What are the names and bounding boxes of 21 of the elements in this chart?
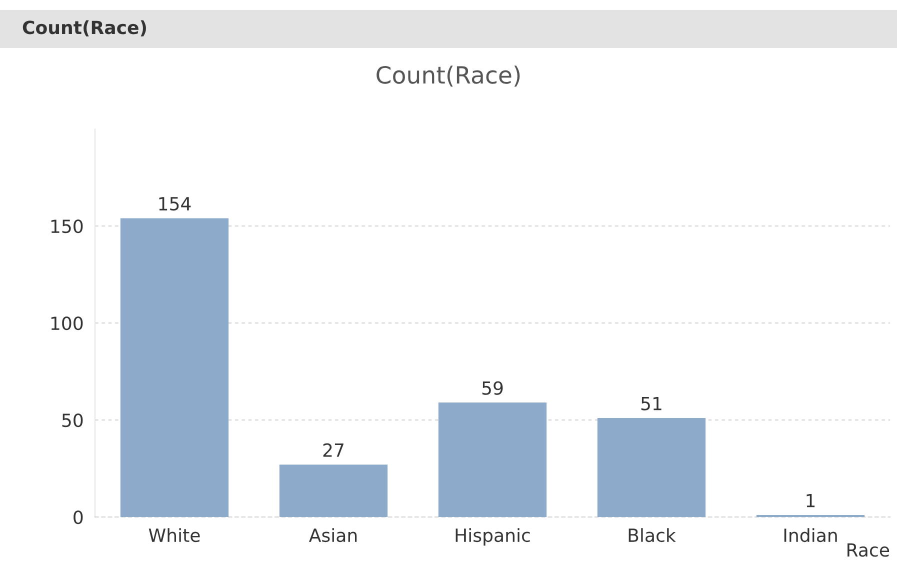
bar	[279, 464, 388, 517]
x-tick-label: Asian	[309, 528, 357, 542]
x-tick-label: Hispanic	[456, 528, 530, 546]
data-label: 1	[806, 494, 815, 508]
data-label: 27	[323, 443, 344, 457]
x-axis-title: Race	[848, 543, 890, 557]
y-tick-label: 50	[62, 413, 83, 428]
x-tick-label: Indian	[784, 528, 837, 542]
y-tick-label: 100	[51, 316, 83, 330]
bar	[597, 418, 706, 517]
x-tick-label: Black	[628, 528, 676, 542]
data-label: 59	[482, 381, 503, 395]
text: Count(Race)	[22, 20, 146, 36]
data-label: 154	[159, 197, 191, 211]
x-tick-label: White	[148, 528, 200, 542]
bar	[438, 402, 547, 517]
chart-title: Count(Race)	[376, 66, 520, 87]
bar	[120, 218, 229, 517]
data-label: 51	[641, 396, 662, 410]
y-tick-label: 0	[74, 510, 83, 524]
y-tick-label: 150	[51, 219, 83, 234]
